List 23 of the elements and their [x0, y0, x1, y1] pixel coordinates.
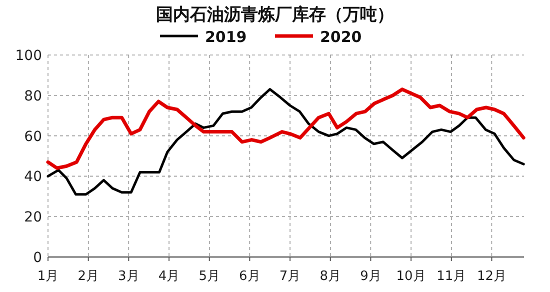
legend-label: 2019 [205, 28, 247, 46]
chart-title: 国内石油沥青炼厂库存（万吨） [156, 5, 394, 25]
y-tick-label: 80 [24, 88, 42, 104]
y-tick-label: 0 [33, 250, 42, 266]
x-tick-label: 6月 [239, 269, 260, 284]
line-series [46, 88, 525, 196]
legend-label: 2020 [320, 28, 362, 46]
y-tick-label: 40 [24, 169, 42, 186]
x-tick-label: 1月 [37, 269, 59, 284]
x-tick-label: 10月 [396, 269, 426, 284]
x-tick-label: 4月 [158, 269, 180, 284]
x-tick-label: 9月 [360, 269, 382, 284]
y-tick-label: 60 [24, 128, 42, 145]
x-tick-label: 3月 [118, 269, 140, 284]
y-tick-label: 100 [15, 48, 42, 64]
x-tick-label: 2月 [78, 269, 99, 284]
x-tick-label: 7月 [279, 269, 301, 284]
x-tick-label: 11月 [436, 269, 466, 284]
x-tick-label: 12月 [476, 269, 506, 284]
x-tick-label: 8月 [320, 269, 342, 284]
line-series [46, 88, 526, 170]
y-tick-label: 20 [24, 210, 42, 226]
x-tick-label: 5月 [198, 269, 220, 284]
